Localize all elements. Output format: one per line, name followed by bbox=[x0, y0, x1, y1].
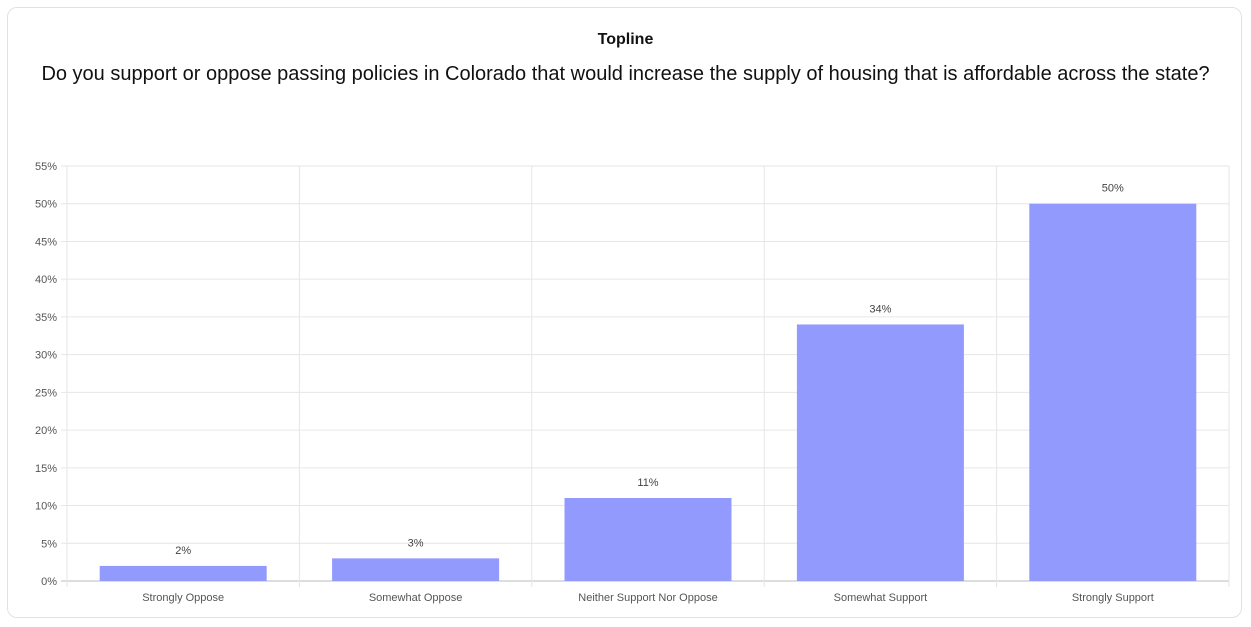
x-category-label: Somewhat Support bbox=[834, 592, 928, 604]
y-tick-label: 10% bbox=[35, 501, 57, 513]
y-tick-label: 40% bbox=[35, 274, 57, 286]
y-tick-label: 0% bbox=[41, 576, 57, 588]
bar-value-label: 11% bbox=[637, 477, 658, 489]
y-tick-label: 25% bbox=[35, 387, 57, 399]
chart-heading: Topline bbox=[597, 31, 654, 48]
bar-value-label: 2% bbox=[175, 545, 191, 557]
bar bbox=[332, 558, 500, 581]
y-tick-label: 15% bbox=[35, 463, 57, 475]
y-tick-label: 45% bbox=[35, 236, 57, 248]
x-category-label: Somewhat Oppose bbox=[369, 592, 463, 604]
bar-value-label: 34% bbox=[869, 303, 891, 315]
x-category-label: Strongly Support bbox=[1072, 592, 1154, 604]
y-tick-label: 50% bbox=[35, 199, 57, 211]
bar bbox=[796, 324, 964, 581]
y-tick-label: 5% bbox=[41, 538, 57, 550]
x-category-label: Strongly Oppose bbox=[142, 592, 224, 604]
bar-value-label: 3% bbox=[408, 537, 424, 549]
y-tick-label: 20% bbox=[35, 425, 57, 437]
survey-question: Do you support or oppose passing policie… bbox=[41, 63, 1210, 85]
x-category-label: Neither Support Nor Oppose bbox=[578, 592, 717, 604]
y-tick-label: 30% bbox=[35, 350, 57, 362]
data-labels: 2% 3% 11% 34% 50% bbox=[175, 183, 1124, 557]
y-tick-label: 35% bbox=[35, 312, 57, 324]
bar bbox=[1029, 203, 1197, 581]
bar bbox=[99, 565, 267, 581]
bar-value-label: 50% bbox=[1102, 183, 1124, 195]
y-tick-label: 55% bbox=[35, 161, 57, 173]
bar bbox=[564, 498, 732, 581]
x-axis-categories: Strongly Oppose Somewhat Oppose Neither Su… bbox=[142, 592, 1154, 604]
bars bbox=[99, 203, 1197, 581]
y-axis-ticks: 0% 5% 10% 15% 20% 25% 30% 35% 40% 45% 50% 55% bbox=[35, 161, 57, 588]
